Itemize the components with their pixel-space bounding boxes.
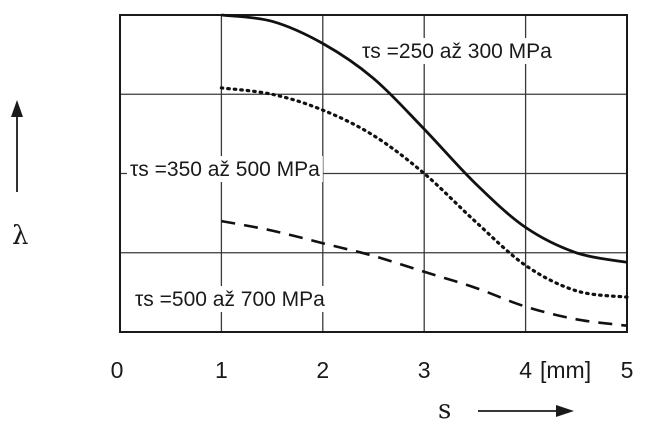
series-label: τs =250 až 300 MPa	[362, 40, 552, 63]
x-tick-label: 1	[215, 357, 228, 383]
series-label: τs =350 až 500 MPa	[130, 158, 320, 181]
plot-frame	[119, 14, 628, 333]
series-line-dashed	[221, 219, 628, 327]
series-label-background	[359, 38, 555, 64]
x-tick-label: 5	[621, 357, 634, 383]
x-axis-title: s	[438, 395, 451, 421]
y-axis-arrow	[11, 100, 23, 192]
x-tick-label: 0	[111, 357, 124, 383]
series-label: τs =500 až 700 MPa	[135, 288, 325, 311]
x-tick-label: 4	[519, 357, 532, 383]
series-label-background	[127, 156, 323, 182]
series-line-solid	[221, 13, 628, 264]
y-axis-title: λ	[12, 221, 28, 251]
x-tick-label: 3	[418, 357, 431, 383]
series-labels: τs =250 až 300 MPa τs =350 až 500 MPa τs =…	[127, 38, 555, 312]
series-label-background	[132, 286, 328, 312]
x-unit-label: [mm]	[540, 357, 591, 383]
x-axis-arrow	[478, 405, 574, 417]
x-tick-labels: 0 1 2 3 4 5	[111, 357, 634, 383]
x-tick-label: 2	[316, 357, 329, 383]
series-lines	[219, 13, 629, 327]
